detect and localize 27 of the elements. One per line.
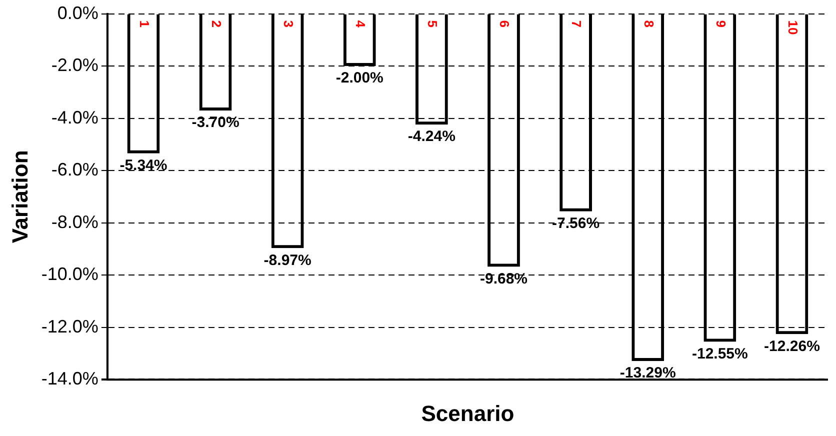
x-tick-label: 6 xyxy=(497,20,512,28)
data-label: -12.26% xyxy=(764,338,820,355)
data-label: -8.97% xyxy=(264,252,312,269)
y-axis-title: Variation xyxy=(7,150,32,244)
x-tick-label: 4 xyxy=(353,20,368,28)
y-tick-label: -14.0% xyxy=(41,368,98,389)
data-label: -12.55% xyxy=(692,345,748,362)
x-tick-label: 3 xyxy=(280,20,296,28)
y-tick-label: -6.0% xyxy=(51,160,98,180)
data-label: -13.29% xyxy=(620,364,676,382)
data-label: -4.24% xyxy=(408,128,456,146)
x-tick-label: 5 xyxy=(425,20,440,28)
data-label: -2.00% xyxy=(336,70,384,87)
y-tick-label: 0.0% xyxy=(57,2,98,23)
x-tick-label: 2 xyxy=(208,20,224,28)
x-tick-label: 1 xyxy=(136,20,152,28)
x-tick-label: 8 xyxy=(641,20,656,28)
x-axis-title: Scenario xyxy=(421,400,514,426)
x-tick-label: 9 xyxy=(713,20,728,28)
x-tick-label: 7 xyxy=(569,20,584,28)
y-tick-label: -8.0% xyxy=(51,212,98,232)
y-tick-label: -10.0% xyxy=(41,264,98,284)
y-tick-label: -4.0% xyxy=(51,107,98,128)
x-tick-label: 10 xyxy=(785,20,800,35)
y-tick-label: -2.0% xyxy=(51,55,98,76)
data-label: -5.34% xyxy=(120,156,168,174)
y-tick-label: -12.0% xyxy=(41,316,98,336)
